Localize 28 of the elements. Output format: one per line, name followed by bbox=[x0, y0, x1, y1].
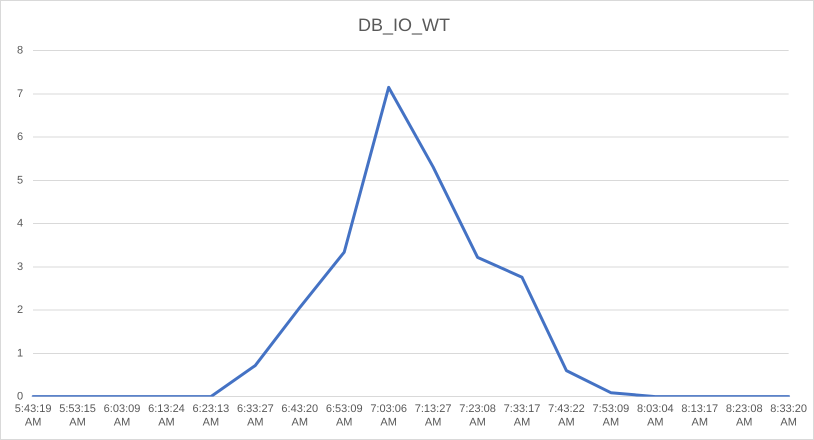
y-tick-label: 4 bbox=[16, 218, 24, 230]
y-tick-label: 2 bbox=[16, 304, 24, 316]
x-tick-label: 8:33:20 AM bbox=[770, 403, 807, 428]
y-tick-label: 3 bbox=[16, 260, 24, 273]
x-tick-label: 7:23:08 AM bbox=[459, 403, 496, 428]
y-tick-label: 8 bbox=[16, 44, 24, 57]
x-tick-label: 7:33:17 AM bbox=[504, 403, 540, 428]
y-tick-label: 7 bbox=[16, 88, 24, 100]
y-tick-label: 6 bbox=[16, 131, 24, 144]
y-tick-label: 5 bbox=[16, 174, 24, 186]
x-tick-label: 6:43:20 AM bbox=[281, 403, 318, 428]
x-tick-label: 6:53:09 AM bbox=[326, 403, 363, 428]
y-tick-label: 0 bbox=[16, 390, 24, 403]
x-tick-label: 7:03:06 AM bbox=[370, 403, 408, 428]
x-tick-label: 8:13:17 AM bbox=[681, 403, 718, 428]
x-tick-label: 8:23:08 AM bbox=[726, 403, 763, 428]
x-tick-label: 6:03:09 AM bbox=[104, 403, 140, 428]
x-tick-label: 6:23:13 AM bbox=[192, 403, 230, 428]
y-tick-label: 1 bbox=[16, 347, 24, 360]
x-tick-label: 5:43:19 AM bbox=[14, 403, 52, 428]
x-tick-label: 5:53:15 AM bbox=[59, 403, 96, 428]
x-tick-label: 7:53:09 AM bbox=[592, 403, 630, 428]
chart-title: DB_IO_WT bbox=[358, 14, 450, 35]
x-tick-label: 6:33:27 AM bbox=[236, 403, 274, 428]
x-tick-label: 7:43:22 AM bbox=[548, 403, 585, 428]
x-tick-label: 7:13:27 AM bbox=[414, 403, 452, 428]
x-tick-label: 8:03:04 AM bbox=[636, 403, 674, 428]
x-tick-label: 6:13:24 AM bbox=[148, 403, 185, 428]
